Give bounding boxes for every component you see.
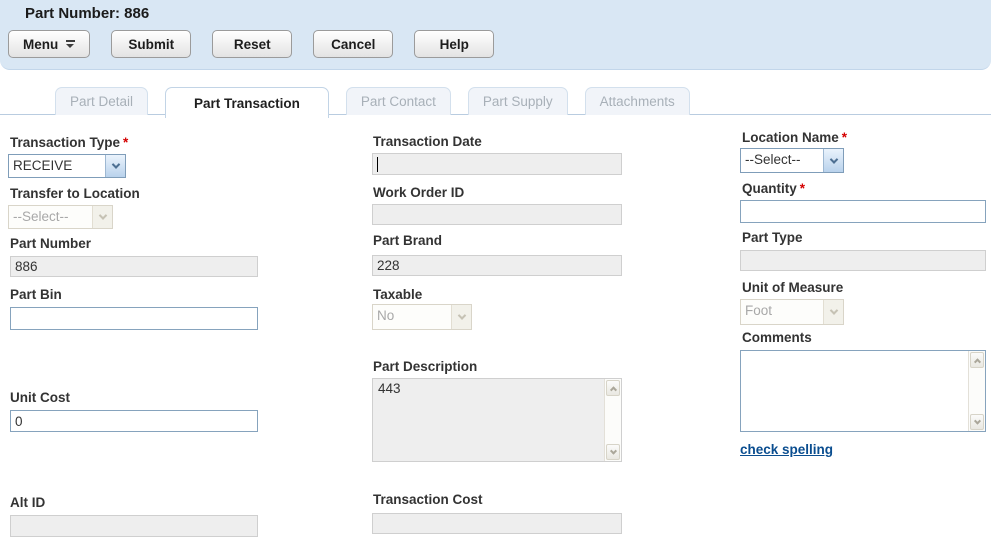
scrollbar xyxy=(968,351,985,431)
tab-bar: Part Detail Part Transaction Part Contac… xyxy=(0,87,690,118)
scroll-up-button[interactable] xyxy=(606,380,620,396)
work-order-id-label: Work Order ID xyxy=(373,185,465,200)
taxable-label: Taxable xyxy=(373,287,423,302)
quantity-label: Quantity * xyxy=(742,181,806,196)
required-asterisk: * xyxy=(841,130,848,145)
part-number-label: Part Number xyxy=(10,236,92,251)
taxable-value: No xyxy=(377,308,395,323)
tab-part-contact[interactable]: Part Contact xyxy=(345,87,451,115)
location-name-select[interactable]: --Select-- xyxy=(740,148,844,173)
part-type-label: Part Type xyxy=(742,230,803,245)
tab-part-detail[interactable]: Part Detail xyxy=(55,87,149,115)
quantity-field[interactable] xyxy=(740,200,986,223)
transaction-cost-label: Transaction Cost xyxy=(373,492,483,507)
tab-part-supply[interactable]: Part Supply xyxy=(467,87,568,115)
transaction-type-label: Transaction Type * xyxy=(10,135,129,150)
text-cursor xyxy=(377,157,378,172)
location-name-value: --Select-- xyxy=(745,152,801,167)
part-type-field xyxy=(740,250,986,271)
alt-id-label: Alt ID xyxy=(10,495,46,510)
tab-attachments[interactable]: Attachments xyxy=(584,87,690,115)
required-asterisk: * xyxy=(799,181,806,196)
comments-value xyxy=(741,351,968,431)
part-description-label: Part Description xyxy=(373,359,478,374)
submit-button[interactable]: Submit xyxy=(111,30,192,58)
chevron-down-icon xyxy=(92,206,112,228)
scroll-down-button[interactable] xyxy=(606,444,620,460)
part-bin-field[interactable] xyxy=(10,307,258,330)
scroll-up-button[interactable] xyxy=(970,352,984,368)
chevron-down-icon xyxy=(451,305,471,329)
part-number-field xyxy=(10,256,258,277)
alt-id-field xyxy=(10,515,258,537)
unit-of-measure-select: Foot xyxy=(740,299,844,325)
part-bin-label: Part Bin xyxy=(10,287,62,302)
chevron-down-icon xyxy=(823,300,843,324)
part-description-textarea: 443 xyxy=(372,378,622,462)
reset-button[interactable]: Reset xyxy=(212,30,293,58)
help-button[interactable]: Help xyxy=(414,30,495,58)
chevron-down-icon[interactable] xyxy=(823,149,843,172)
menu-button-label: Menu xyxy=(23,36,59,52)
toolbar: Menu Submit Reset Cancel Help xyxy=(8,30,495,58)
location-name-label: Location Name * xyxy=(742,130,848,145)
part-description-value: 443 xyxy=(378,381,401,396)
part-brand-label: Part Brand xyxy=(373,233,443,248)
transaction-type-value: RECEIVE xyxy=(13,158,73,173)
header-panel: Part Number: 886 Menu Submit Reset Cance… xyxy=(0,0,991,70)
transfer-to-location-select: --Select-- xyxy=(8,205,113,229)
required-asterisk: * xyxy=(123,135,129,150)
transfer-to-location-value: --Select-- xyxy=(13,209,69,224)
taxable-select: No xyxy=(372,304,472,330)
scroll-down-button[interactable] xyxy=(970,414,984,430)
comments-label: Comments xyxy=(742,330,812,345)
transfer-to-location-label: Transfer to Location xyxy=(10,186,140,201)
menu-dropdown-icon xyxy=(66,39,76,49)
work-order-id-field xyxy=(372,204,622,225)
unit-of-measure-label: Unit of Measure xyxy=(742,280,844,295)
transaction-type-select[interactable]: RECEIVE xyxy=(8,154,126,178)
cancel-button[interactable]: Cancel xyxy=(313,30,394,58)
unit-cost-label: Unit Cost xyxy=(10,390,70,405)
transaction-cost-field xyxy=(372,513,622,534)
menu-button[interactable]: Menu xyxy=(8,30,91,58)
unit-of-measure-value: Foot xyxy=(745,303,773,318)
tab-part-transaction[interactable]: Part Transaction xyxy=(165,87,329,118)
chevron-down-icon[interactable] xyxy=(105,155,125,177)
check-spelling-link[interactable]: check spelling xyxy=(740,442,834,457)
transaction-date-label: Transaction Date xyxy=(373,134,482,149)
comments-textarea[interactable] xyxy=(740,350,986,432)
unit-cost-field[interactable] xyxy=(10,410,258,432)
transaction-date-field[interactable] xyxy=(372,153,622,175)
part-brand-field xyxy=(372,255,622,276)
page-title: Part Number: 886 xyxy=(25,5,150,22)
scrollbar xyxy=(604,379,621,461)
